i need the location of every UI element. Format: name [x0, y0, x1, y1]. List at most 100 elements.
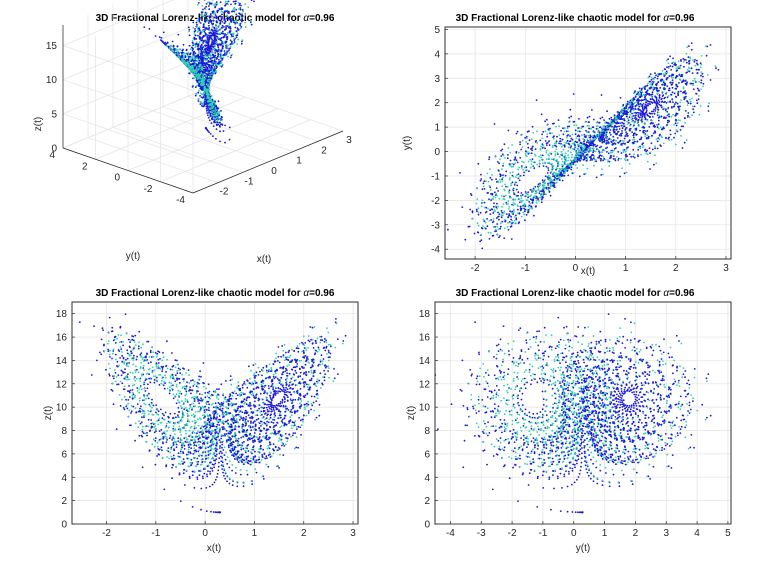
data-point [221, 27, 223, 29]
data-point [652, 111, 654, 113]
data-point [583, 134, 585, 136]
data-point [198, 43, 200, 45]
data-point [194, 65, 196, 67]
data-point [217, 54, 219, 56]
data-point [253, 1, 255, 3]
data-point [211, 122, 213, 124]
data-point [203, 23, 205, 25]
data-point [677, 103, 679, 105]
data-point [564, 172, 566, 174]
data-point [659, 101, 661, 103]
data-point [705, 45, 707, 47]
data-point [710, 79, 712, 81]
data-point [513, 202, 515, 204]
data-point [207, 85, 209, 87]
data-point [233, 10, 235, 12]
data-point [672, 74, 674, 76]
data-point [678, 74, 680, 76]
data-point [578, 151, 580, 153]
data-point [638, 146, 640, 148]
data-point [531, 207, 533, 209]
data-point [216, 16, 218, 18]
data-point [536, 196, 538, 198]
data-point [575, 133, 577, 135]
data-point [192, 53, 194, 55]
data-point [623, 123, 625, 125]
data-point [183, 44, 185, 46]
data-point [586, 157, 588, 159]
data-point [226, 46, 228, 48]
x-tick-label: 2 [321, 145, 327, 156]
data-point [629, 125, 631, 127]
data-point [637, 114, 639, 116]
data-point [219, 126, 221, 128]
data-point [654, 147, 656, 149]
data-point [192, 70, 194, 72]
data-point [192, 27, 194, 29]
data-point [672, 87, 674, 89]
data-point [230, 4, 232, 6]
data-point [544, 162, 546, 164]
data-point [212, 70, 214, 72]
data-point [222, 36, 224, 38]
data-point [190, 48, 192, 50]
data-point [207, 97, 209, 99]
data-point [568, 130, 570, 132]
y-tick-label: 2 [82, 161, 88, 172]
data-point [601, 140, 603, 142]
data-point [680, 65, 682, 67]
data-point [225, 25, 227, 27]
data-point [503, 196, 505, 198]
data-point [188, 63, 190, 65]
data-point [562, 161, 564, 163]
data-point [235, 0, 237, 2]
data-point [218, 19, 220, 21]
data-point [234, 41, 236, 43]
data-point [218, 61, 220, 63]
data-point [219, 23, 221, 25]
data-point [227, 15, 229, 17]
data-point [212, 23, 214, 25]
data-point [686, 100, 688, 102]
data-point [198, 21, 200, 23]
data-point [221, 116, 223, 118]
data-point [597, 149, 599, 151]
data-point [199, 18, 201, 20]
data-point [593, 148, 595, 150]
data-point [597, 131, 599, 133]
data-point [658, 123, 660, 125]
data-point [631, 131, 633, 133]
data-point [571, 154, 573, 156]
x-tick-label: -2 [220, 187, 229, 198]
data-point [222, 124, 224, 126]
data-point [556, 152, 558, 154]
data-point [233, 39, 235, 41]
data-point [215, 112, 217, 114]
data-point [213, 115, 215, 117]
data-point [476, 210, 478, 212]
data-point [650, 98, 652, 100]
data-point [692, 59, 694, 61]
data-point [224, 5, 226, 7]
data-point [655, 75, 657, 77]
data-point [556, 140, 558, 142]
data-point [542, 131, 544, 133]
data-point [614, 126, 616, 128]
data-point [216, 18, 218, 20]
data-point [210, 78, 212, 80]
data-point [231, 43, 233, 45]
data-point [492, 212, 494, 214]
data-point [666, 92, 668, 94]
data-point [700, 67, 702, 69]
data-point [547, 184, 549, 186]
data-point [241, 43, 243, 45]
data-point [505, 195, 507, 197]
data-point [658, 120, 660, 122]
data-point [673, 137, 675, 139]
data-point [222, 31, 224, 33]
data-point [481, 205, 483, 207]
data-point [652, 149, 654, 151]
data-point [214, 52, 216, 54]
data-point [201, 105, 203, 107]
data-point [649, 147, 651, 149]
